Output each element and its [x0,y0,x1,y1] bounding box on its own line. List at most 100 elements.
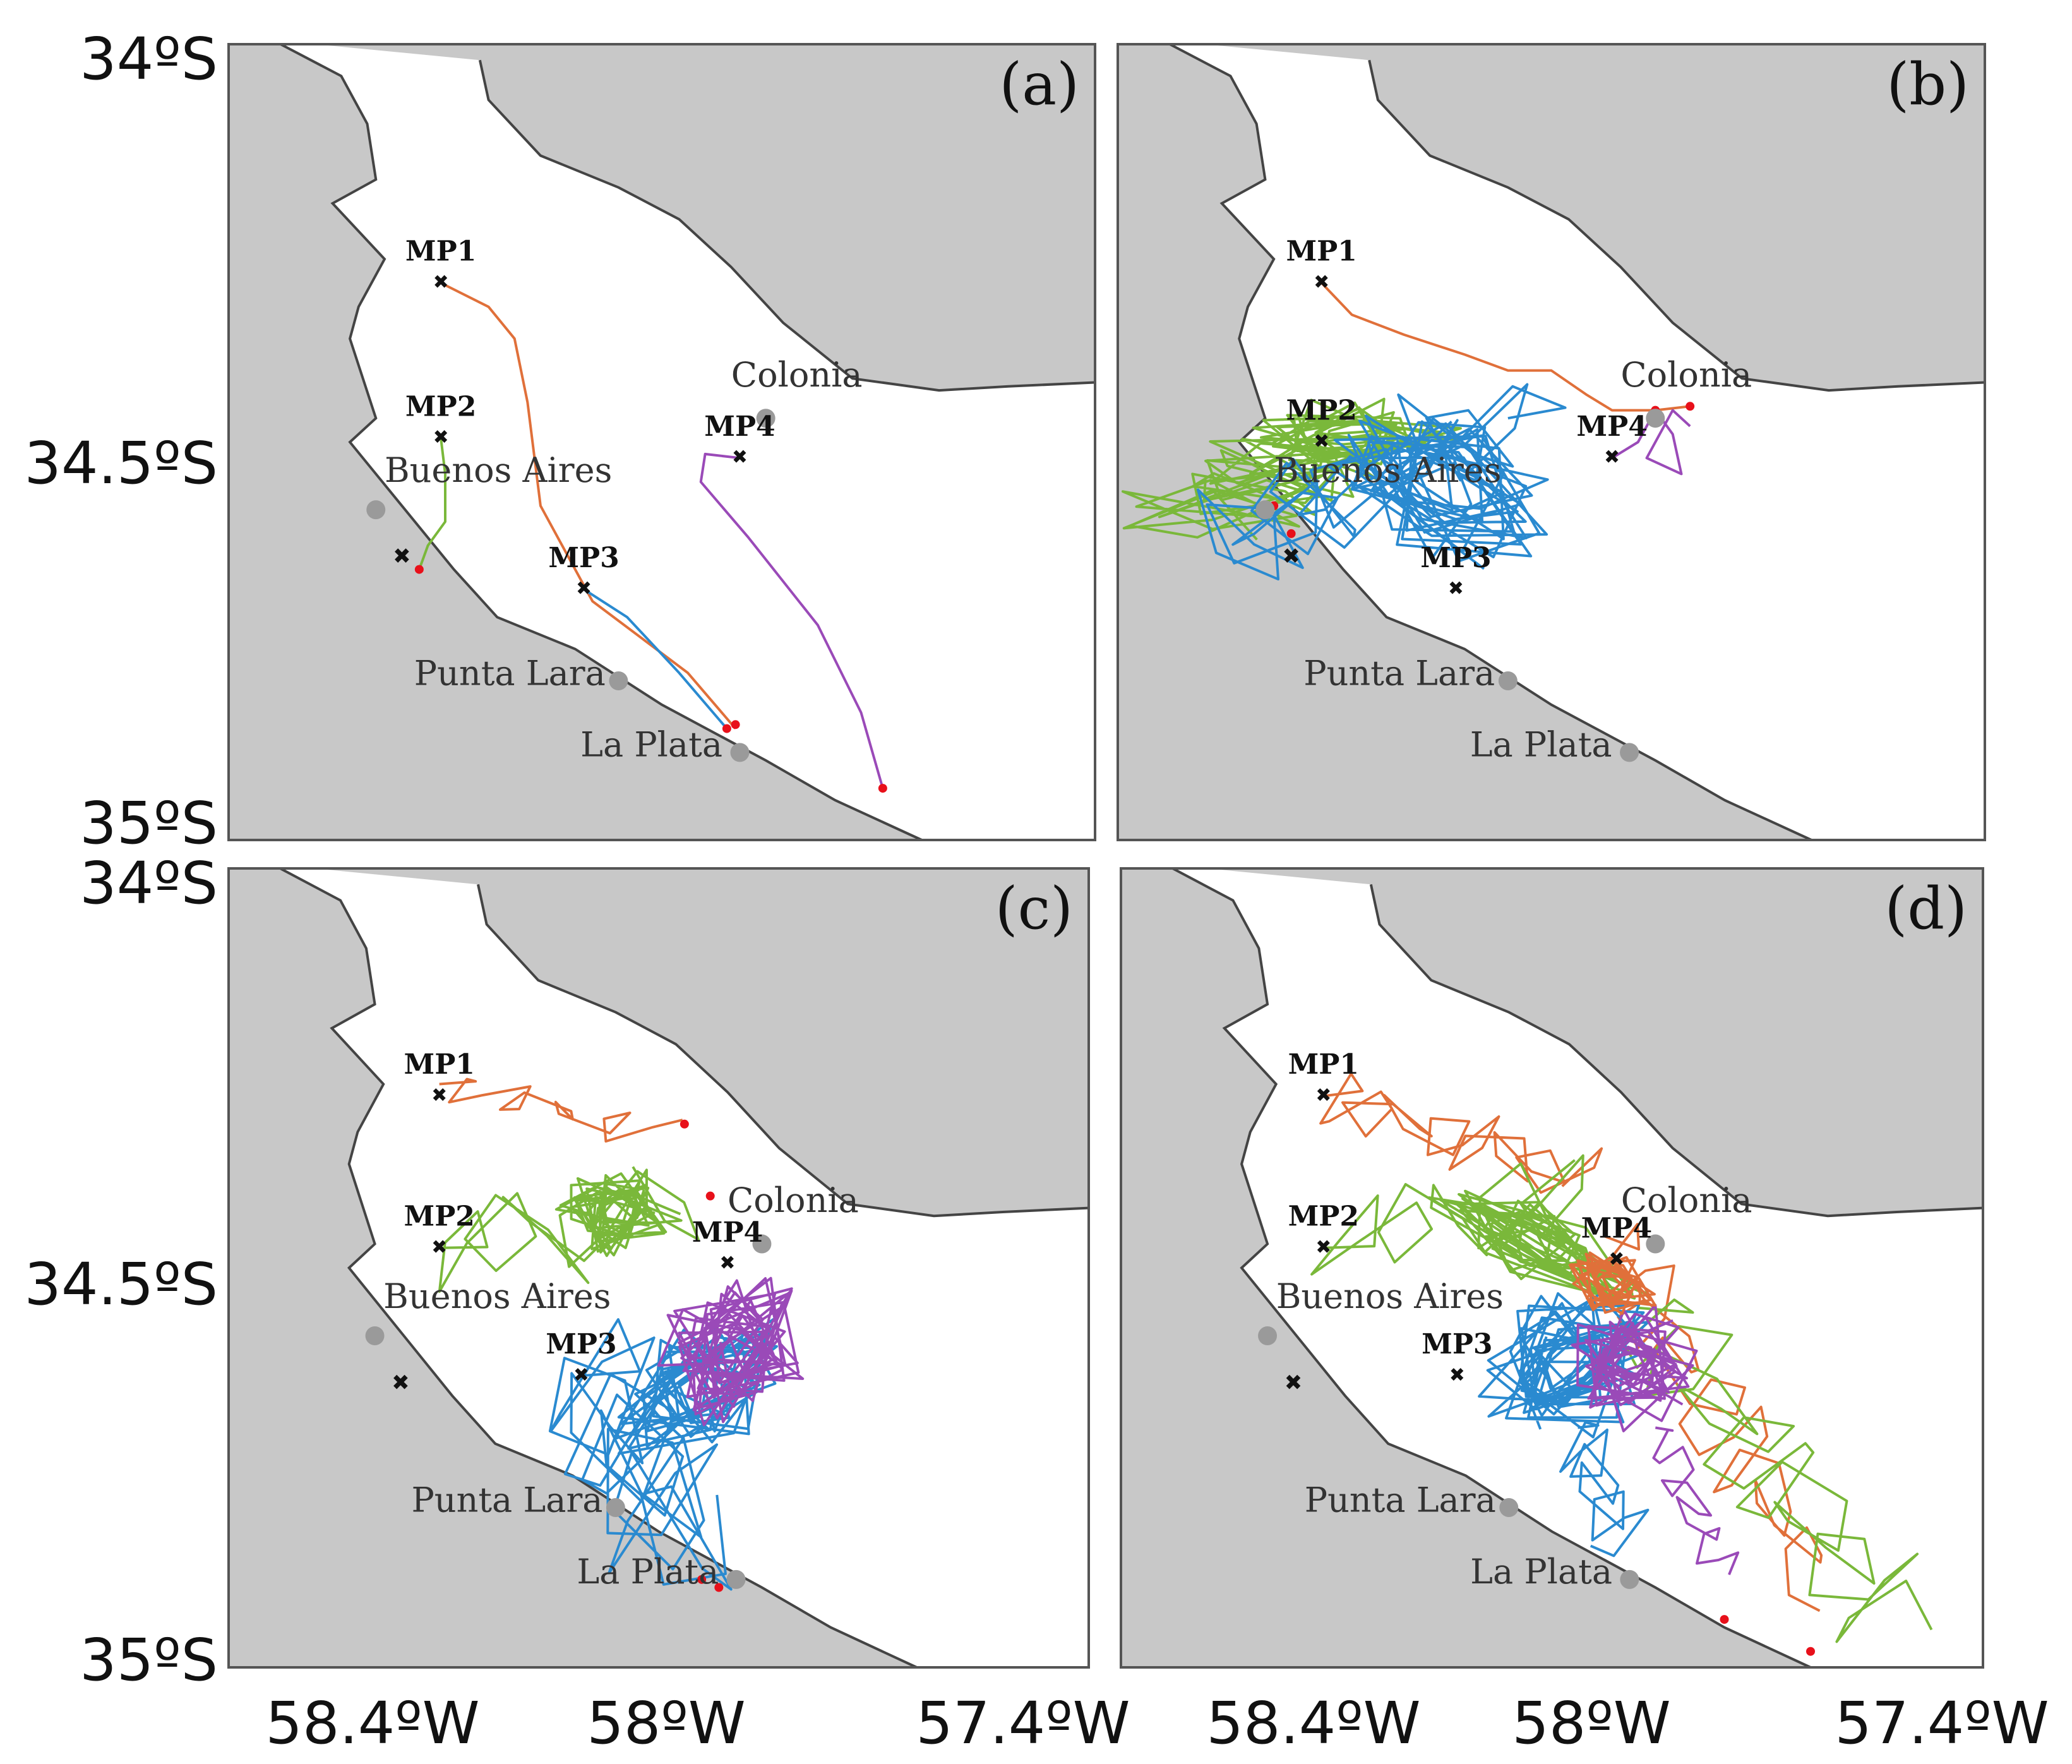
station-label: MP3 [1422,1328,1492,1360]
trajectory-mp3 [548,1318,733,1591]
panel-frame [1117,43,1986,841]
x-tick-57-4w-left: 57.4ºW [916,1689,1130,1757]
station-marker: ✖ [1314,272,1329,294]
station-label: MP3 [546,1328,616,1360]
station-marker: ✖ [732,447,748,469]
city-dot [730,743,750,762]
city-label: Buenos Aires [385,450,612,490]
trajectory-endpoint [722,724,731,733]
station-marker: ✖ [1604,447,1620,469]
city-dot [752,1234,772,1254]
trajectory-mp1 [439,1077,683,1143]
trajectory-mp2 [554,1172,683,1257]
panel-a: Colonia Buenos Aires Punta Lara La Plata ✖ ✖ M… [227,43,1096,841]
city-dot [1498,671,1518,690]
panel-frame [227,867,1090,1669]
station-label: MP3 [1420,542,1491,574]
city-label: Punta Lara [1305,1480,1496,1520]
argentina-coastline [1171,867,1811,1669]
x-tick-58w-left: 58ºW [587,1689,745,1757]
station-label: MP4 [692,1216,763,1249]
station-marker: ✖ [719,1252,735,1275]
trajectory-mp2 [1427,1189,1650,1309]
y-tick-35s-bottom: 35ºS [80,1626,218,1694]
argentina-land [229,868,917,1667]
city-label: Colonia [1621,1180,1752,1220]
station-marker: ✖ [433,272,449,294]
x-tick-58-4w-left: 58.4ºW [265,1689,479,1757]
station-marker: ✖ [1315,1236,1331,1258]
panel-d: Colonia Buenos Aires Punta Lara La Plata ✖ ✖ M… [1120,867,1984,1669]
panel-tag: (c) [995,875,1073,942]
uruguay-coastline [477,884,1089,1218]
release-mark: ✖ [393,544,411,569]
trajectory-endpoint [714,1583,724,1592]
trajectory-mp4 [699,452,884,789]
city-dot [1499,1498,1519,1517]
x-tick-57-4w-right: 57.4ºW [1835,1689,2049,1757]
panel-tag: (a) [999,51,1079,118]
release-mark: ✖ [392,1370,410,1395]
trajectory-mp2 [417,438,446,570]
trajectory-mp4 [1652,1426,1740,1576]
city-dot [366,500,386,520]
station-marker: ✖ [576,578,592,600]
station-label: MP4 [1581,1212,1652,1244]
city-label: Buenos Aires [1276,1276,1504,1316]
city-label: Punta Lara [1303,653,1495,693]
city-dot [1620,1569,1639,1589]
city-dot [1620,743,1639,762]
city-label: Colonia [728,1180,859,1220]
uruguay-land [1207,868,1983,1216]
trajectory-mp4 [657,1276,805,1427]
trajectory-endpoint [705,1191,715,1201]
station-label: MP2 [404,1200,474,1232]
trajectory-endpoint [414,565,424,574]
argentina-land [229,44,922,840]
uruguay-land [314,868,1089,1216]
city-dot [1646,1234,1665,1254]
trajectory-endpoint [1286,529,1296,538]
argentina-coastline [279,867,918,1669]
y-tick-34-5s-top: 34.5ºS [24,429,218,497]
city-label: La Plata [577,1552,719,1592]
trajectory-endpoint [697,1575,707,1584]
trajectory-mp4 [1611,409,1691,476]
city-dot [726,1569,746,1589]
city-dot [1646,409,1665,428]
city-label: Punta Lara [411,1480,602,1520]
trajectory-endpoint [680,1119,689,1129]
trajectory-mp2 [1622,1298,1933,1643]
city-label: Colonia [1620,355,1752,395]
trajectory-mp1 [1568,1251,1656,1315]
x-tick-58w-right: 58ºW [1512,1689,1670,1757]
map-panels: Colonia Buenos Aires Punta Lara La Plata ✖ ✖ M… [227,43,1986,1669]
city-dot [1255,500,1275,520]
panel-frame [1120,867,1984,1669]
x-tick-58-4w-right: 58.4ºW [1206,1689,1420,1757]
trajectory-endpoint [1686,402,1695,411]
uruguay-land [315,44,1096,391]
station-marker: ✖ [1315,1084,1331,1107]
station-label: MP2 [405,390,476,423]
trajectory-mp3 [1196,383,1567,581]
station-marker: ✖ [431,1236,447,1258]
station-marker: ✖ [1314,431,1329,453]
trajectory-mp1 [1320,282,1691,412]
panel-c: Colonia Buenos Aires Punta Lara La Plata ✖ ✖ M… [227,867,1090,1669]
station-label: MP1 [404,1048,474,1081]
station-marker: ✖ [1449,1364,1465,1386]
trajectory-endpoint [1720,1615,1729,1624]
station-marker: ✖ [1448,578,1464,600]
uruguay-coastline [1369,884,1984,1218]
station-label: MP1 [405,236,476,268]
argentina-land [1121,868,1811,1667]
trajectory-mp2 [1310,1154,1584,1276]
y-tick-35s-top: 35ºS [80,789,218,857]
y-tick-34s-top: 34ºS [80,25,218,93]
trajectory-mp1 [440,282,737,729]
panel-frame [227,43,1096,841]
argentina-coastline [280,43,923,841]
trajectory-endpoint [731,720,740,729]
argentina-coastline [1169,43,1812,841]
